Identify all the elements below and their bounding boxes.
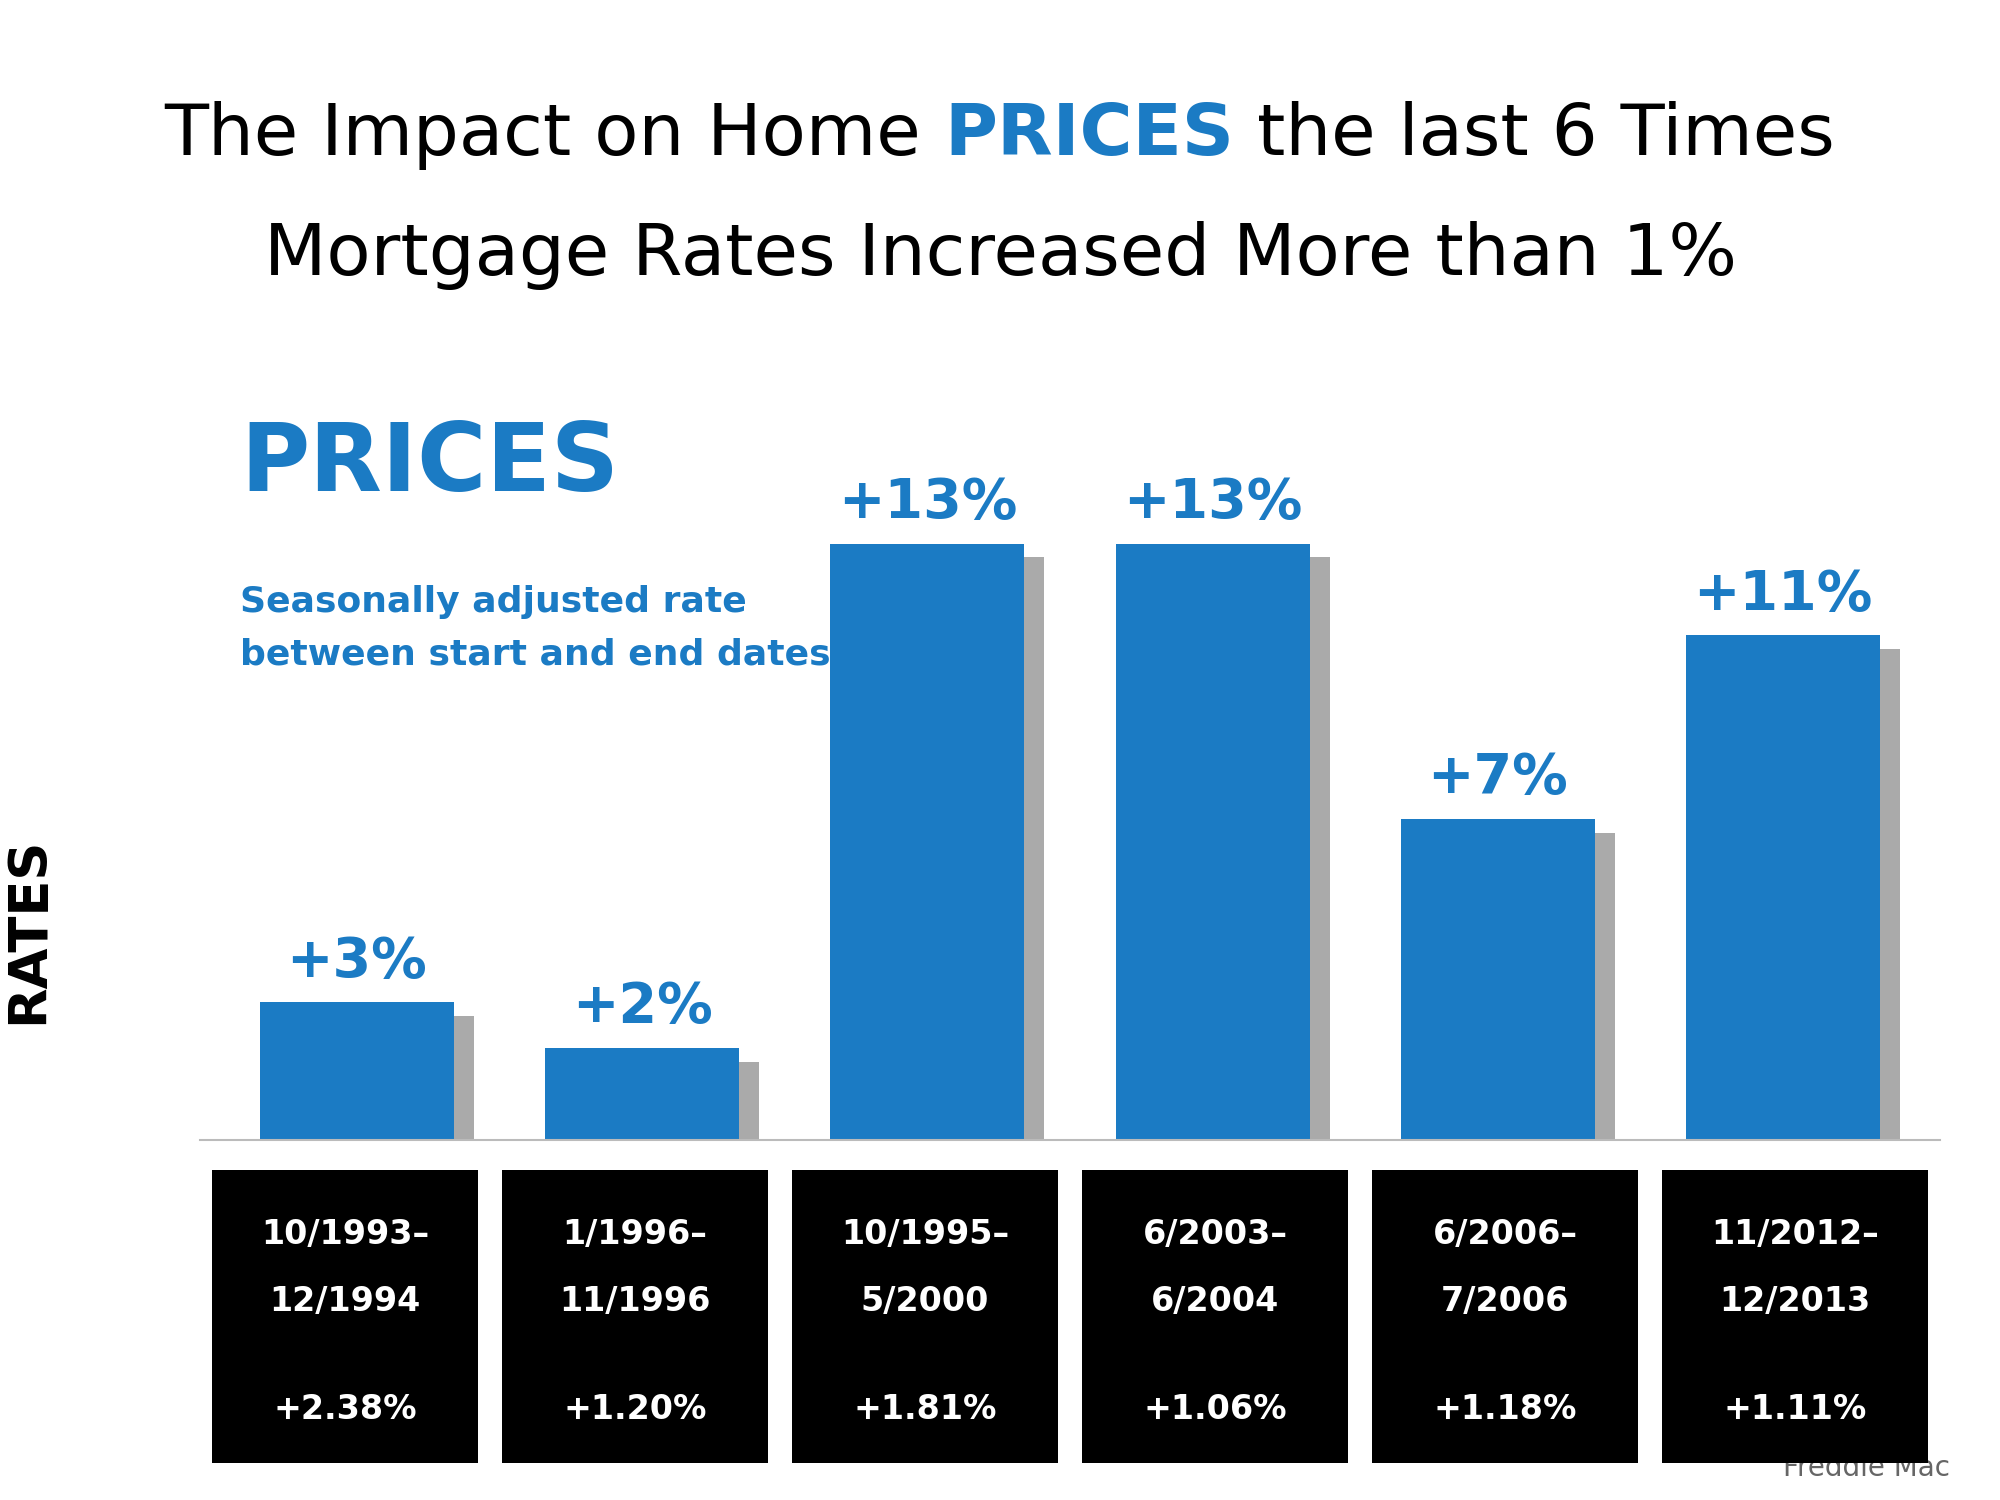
Text: 6/2004: 6/2004 [1150, 1286, 1280, 1318]
Text: +1.81%: +1.81% [854, 1394, 996, 1426]
Bar [280, 1016, 474, 1148]
Text: 10/1995–: 10/1995– [840, 1218, 1010, 1251]
Text: +13%: +13% [838, 476, 1018, 530]
Text: +1.18%: +1.18% [1434, 1394, 1576, 1426]
Text: PRICES: PRICES [944, 100, 1234, 170]
Text: 12/2013: 12/2013 [1720, 1286, 1870, 1318]
Text: Freddie Mac: Freddie Mac [1784, 1454, 1950, 1482]
Text: Seasonally adjusted rate
between start and end dates: Seasonally adjusted rate between start a… [240, 585, 830, 672]
Text: 11/2012–: 11/2012– [1712, 1218, 1878, 1251]
Bar [850, 558, 1044, 1148]
Text: 6/2006–: 6/2006– [1432, 1218, 1578, 1251]
Text: 11/1996: 11/1996 [560, 1286, 710, 1318]
Text: +13%: +13% [1122, 476, 1302, 530]
Text: 12/1994: 12/1994 [270, 1286, 420, 1318]
Text: 7/2006: 7/2006 [1440, 1286, 1570, 1318]
Text: 6/2003–: 6/2003– [1142, 1218, 1288, 1251]
Text: +2.38%: +2.38% [274, 1394, 416, 1426]
Text: Mortgage Rates Increased More than 1%: Mortgage Rates Increased More than 1% [264, 220, 1736, 290]
Text: +11%: +11% [1694, 567, 1872, 621]
Text: PRICES: PRICES [240, 419, 618, 512]
Bar [546, 1048, 740, 1140]
Text: +1.11%: +1.11% [1724, 1394, 1866, 1426]
Text: +1.20%: +1.20% [564, 1394, 706, 1426]
Bar [1400, 819, 1594, 1140]
Bar [1116, 543, 1310, 1140]
Text: +3%: +3% [286, 934, 428, 988]
Text: 1/1996–: 1/1996– [562, 1218, 708, 1251]
Text: 10/1993–: 10/1993– [260, 1218, 430, 1251]
Text: the last 6 Times: the last 6 Times [1234, 100, 1836, 170]
Text: 5/2000: 5/2000 [860, 1286, 990, 1318]
Bar [1420, 833, 1614, 1148]
Text: +2%: +2% [572, 981, 712, 1035]
Bar [566, 1062, 760, 1148]
Bar [1706, 650, 1900, 1148]
Text: The Impact on Home: The Impact on Home [164, 100, 944, 170]
Bar [1686, 636, 1880, 1140]
Bar [830, 543, 1024, 1140]
Text: +7%: +7% [1428, 752, 1568, 806]
Bar [260, 1002, 454, 1140]
Bar [1136, 558, 1330, 1148]
Text: +1.06%: +1.06% [1144, 1394, 1286, 1426]
Text: RATES: RATES [2, 837, 54, 1023]
